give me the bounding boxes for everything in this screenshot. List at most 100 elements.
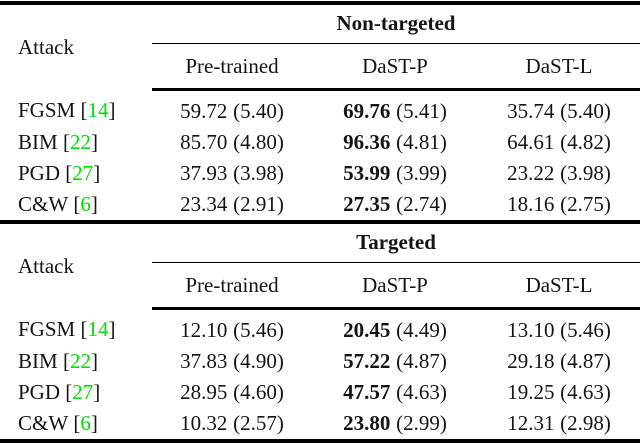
bracket-close: ] [90,411,98,435]
attack-label-cell: PGD [27] [0,158,152,189]
std-dev: (2.75) [560,192,611,216]
citation: [14] [80,98,115,122]
std-dev: (5.40) [560,99,611,123]
cell-dast-l: 12.31 (2.98) [478,408,640,441]
column-header-dast-p: DaST-P [312,43,478,91]
attack-name: PGD [18,161,61,185]
cell-dast-p: 69.76 (5.41) [312,90,478,128]
std-dev: (2.57) [233,411,284,435]
value: 23.22 [507,161,555,185]
value: 59.72 [180,99,228,123]
attack-label-cell: FGSM [14] [0,309,152,347]
attack-column-header: Attack [18,34,74,59]
cell-dast-p: 47.57 (4.63) [312,377,478,408]
cell-dast-p: 53.99 (3.99) [312,158,478,189]
table-row-bim: BIM [22] 37.83 (4.90) 57.22 (4.87) 29.18 (4.… [0,346,640,377]
cell-pretrained: 37.83 (4.90) [152,346,312,377]
cell-pretrained: 28.95 (4.60) [152,377,312,408]
table-row-fgsm: FGSM [14] 12.10 (5.46) 20.45 (4.49) 13.10 (5… [0,309,640,347]
attack-label-cell: FGSM [14] [0,90,152,128]
bracket-open: [ [73,192,81,216]
cell-pretrained: 12.10 (5.46) [152,309,312,347]
citation-link[interactable]: 6 [80,192,91,216]
attack-column-header: Attack [18,253,74,278]
citation: [27] [65,380,100,404]
cell-dast-p: 23.80 (2.99) [312,408,478,441]
attack-label-cell: BIM [22] [0,127,152,158]
std-dev: (2.91) [233,192,284,216]
citation-link[interactable]: 6 [80,411,91,435]
table-row-pgd: PGD [27] 37.93 (3.98) 53.99 (3.99) 23.22 (3.… [0,158,640,189]
std-dev: (2.98) [560,411,611,435]
std-dev: (5.41) [396,99,447,123]
value: 64.61 [507,130,555,154]
attack-name: C&W [18,192,69,216]
std-dev: (3.98) [233,161,284,185]
cell-pretrained: 10.32 (2.57) [152,408,312,441]
cell-pretrained: 85.70 (4.80) [152,127,312,158]
attack-label-cell: BIM [22] [0,346,152,377]
cell-dast-l: 64.61 (4.82) [478,127,640,158]
value: 12.10 [180,318,228,342]
attack-name: BIM [18,349,58,373]
table-row-cw: C&W [6] 23.34 (2.91) 27.35 (2.74) 18.16 (2.7… [0,189,640,222]
citation: [27] [65,161,100,185]
std-dev: (4.82) [560,130,611,154]
targeted-table: Attack Targeted Pre-trained DaST-P DaST-… [0,224,640,443]
cell-dast-l: 23.22 (3.98) [478,158,640,189]
value: 18.16 [507,192,555,216]
std-dev: (4.81) [396,130,447,154]
std-dev: (2.74) [396,192,447,216]
value: 29.18 [507,349,555,373]
citation: [22] [63,349,98,373]
std-dev: (3.99) [396,161,447,185]
bracket-open: [ [80,98,88,123]
citation: [14] [80,317,115,341]
value: 10.32 [180,411,228,435]
attack-label-cell: PGD [27] [0,377,152,408]
std-dev: (5.40) [233,99,284,123]
citation-link[interactable]: 14 [87,98,109,123]
group-header-row: Attack Targeted [0,224,640,278]
group-header-targeted: Targeted [152,224,640,263]
bracket-close: ] [108,98,116,123]
value-best: 69.76 [343,99,391,123]
bracket-close: ] [93,380,101,404]
cell-dast-p: 20.45 (4.49) [312,309,478,347]
cell-dast-p: 27.35 (2.74) [312,189,478,222]
std-dev: (3.98) [560,161,611,185]
bracket-open: [ [73,411,81,435]
std-dev: (4.63) [560,380,611,404]
citation: [6] [73,411,98,435]
cell-dast-l: 35.74 (5.40) [478,90,640,128]
bracket-close: ] [93,161,101,185]
column-header-pretrained: Pre-trained [152,262,312,310]
citation-link[interactable]: 27 [72,380,94,404]
value-best: 53.99 [343,161,391,185]
non-targeted-table: Attack Non-targeted Pre-trained DaST-P D… [0,1,640,224]
citation-link[interactable]: 22 [69,130,91,154]
std-dev: (4.87) [396,349,447,373]
group-header-non-targeted: Non-targeted [152,3,640,44]
bracket-open: [ [80,317,88,342]
column-header-dast-p: DaST-P [312,262,478,310]
bracket-close: ] [90,130,98,154]
attack-label-cell: C&W [6] [0,189,152,222]
bracket-open: [ [65,161,73,185]
std-dev: (4.49) [396,318,447,342]
cell-dast-l: 19.25 (4.63) [478,377,640,408]
column-header-dast-l: DaST-L [478,262,640,310]
citation-link[interactable]: 14 [87,317,109,342]
group-header-row: Attack Non-targeted [0,3,640,59]
citation-link[interactable]: 22 [69,349,91,373]
cell-dast-l: 18.16 (2.75) [478,189,640,222]
cell-dast-p: 57.22 (4.87) [312,346,478,377]
attack-name: C&W [18,411,69,435]
value-best: 27.35 [343,192,391,216]
column-header-dast-l: DaST-L [478,43,640,91]
value: 35.74 [507,99,555,123]
citation-link[interactable]: 27 [72,161,94,185]
attack-name: BIM [18,130,58,154]
std-dev: (5.46) [560,318,611,342]
